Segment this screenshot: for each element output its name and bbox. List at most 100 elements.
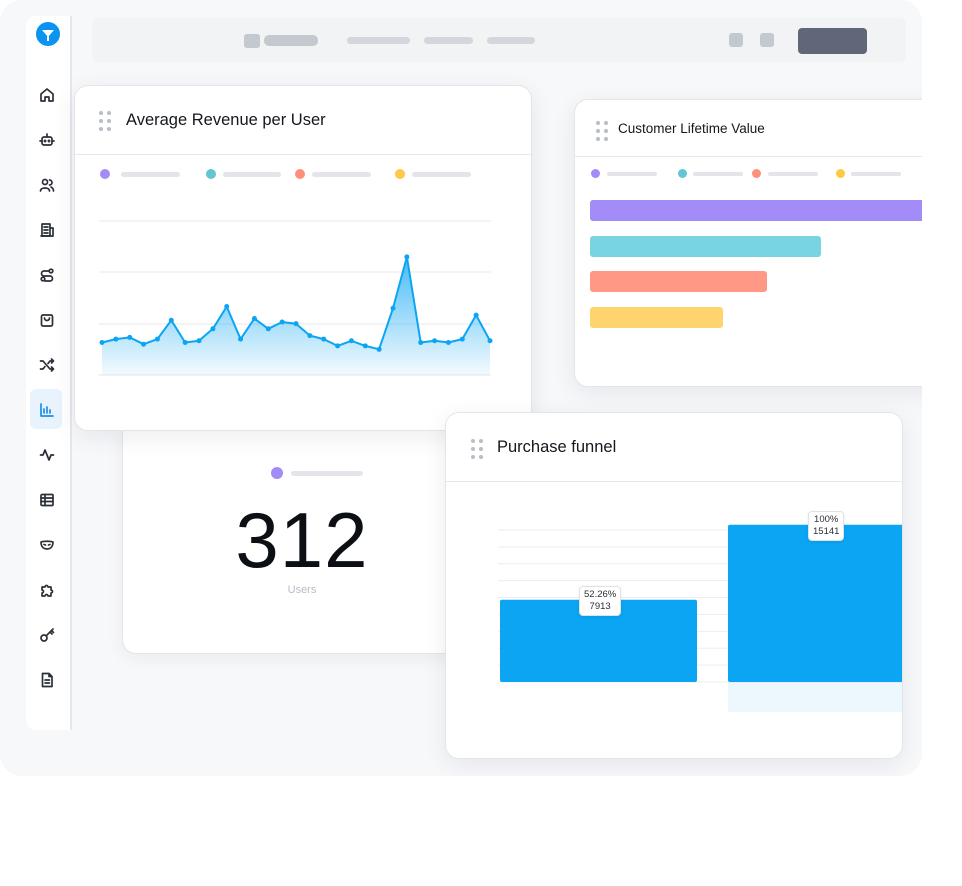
- building-icon: [40, 223, 54, 237]
- clv-card: Customer Lifetime Value: [574, 99, 922, 387]
- arpu-area-chart: [99, 220, 493, 376]
- legend-label-placeholder: [312, 172, 371, 177]
- users-icon: [39, 178, 55, 192]
- sidebar-item-analytics[interactable]: [35, 398, 59, 422]
- sidebar-item-personalization[interactable]: [35, 533, 59, 557]
- legend-dot: [100, 169, 110, 179]
- data-point: [459, 336, 465, 342]
- drag-handle-icon[interactable]: [99, 111, 111, 131]
- home-icon: [40, 88, 54, 102]
- funnel-data-label: 52.26% 7913: [579, 585, 622, 616]
- data-point: [348, 338, 354, 344]
- arpu-card: Average Revenue per User: [74, 85, 532, 431]
- data-point: [168, 317, 174, 323]
- clv-bar: [590, 200, 922, 221]
- data-point: [99, 339, 105, 345]
- sidebar-item-journeys[interactable]: [35, 263, 59, 287]
- legend-label-placeholder: [223, 172, 281, 177]
- users-count: 312: [235, 496, 369, 584]
- shopping-bag-icon: [40, 314, 54, 327]
- sidebar-item-docs[interactable]: [35, 668, 59, 692]
- funnel-bar: [500, 599, 697, 682]
- data-point: [224, 304, 230, 310]
- sidebar-item-access[interactable]: [35, 623, 59, 647]
- mask-icon: [40, 540, 54, 550]
- funnel-card: Purchase funnel 52.26% 7913 100% 15141: [445, 412, 903, 759]
- activity-icon: [39, 449, 55, 461]
- data-point: [418, 339, 424, 345]
- clv-bar: [590, 271, 767, 292]
- data-point: [127, 334, 133, 340]
- sidebar-item-users[interactable]: [35, 173, 59, 197]
- data-point: [141, 341, 147, 347]
- data-point: [113, 336, 119, 342]
- legend-label-placeholder: [607, 172, 657, 176]
- drag-handle-icon[interactable]: [471, 439, 483, 459]
- data-point: [404, 254, 410, 260]
- legend-dot: [395, 169, 405, 179]
- legend-dot: [678, 169, 687, 178]
- drag-handle-icon[interactable]: [596, 121, 608, 141]
- nav-link-placeholder-2[interactable]: [424, 37, 473, 44]
- funnel-bar: [728, 524, 902, 682]
- sidebar-item-commerce[interactable]: [35, 308, 59, 332]
- document-icon: [41, 672, 53, 688]
- sidebar-item-bots[interactable]: [35, 128, 59, 152]
- sidebar-item-home[interactable]: [35, 83, 59, 107]
- nav-link-placeholder-1[interactable]: [347, 37, 410, 44]
- top-bar: [92, 18, 906, 62]
- funnel-data-label: 100% 15141: [808, 510, 845, 541]
- data-point: [154, 336, 160, 342]
- data-point: [335, 343, 341, 349]
- clv-title: Customer Lifetime Value: [618, 121, 765, 136]
- sidebar-item-integrations[interactable]: [35, 578, 59, 602]
- data-point: [487, 338, 493, 344]
- arpu-title: Average Revenue per User: [126, 111, 326, 129]
- app-window: 312 Users Average Revenue per User Custo…: [26, 16, 922, 759]
- sidebar-item-data[interactable]: [35, 488, 59, 512]
- legend-label-placeholder: [291, 471, 363, 476]
- nav-link-placeholder-3[interactable]: [487, 37, 535, 44]
- data-point: [445, 339, 451, 345]
- app-logo[interactable]: [36, 22, 60, 46]
- bar-chart-icon: [40, 403, 54, 417]
- key-icon: [40, 628, 55, 642]
- primary-action-button[interactable]: [798, 28, 867, 54]
- data-point: [210, 326, 216, 332]
- funnel-count: 15141: [813, 525, 840, 537]
- table-icon: [40, 493, 54, 507]
- breadcrumb-icon-placeholder: [244, 34, 260, 48]
- funnel-count: 7913: [589, 600, 611, 612]
- funnel-card-header: Purchase funnel: [446, 413, 902, 482]
- legend-label-placeholder: [693, 172, 743, 176]
- sidebar-item-experiments[interactable]: [35, 353, 59, 377]
- legend-dot: [271, 467, 283, 479]
- breadcrumb-placeholder[interactable]: [264, 35, 318, 46]
- data-point: [293, 321, 299, 327]
- puzzle-icon: [41, 584, 54, 597]
- data-point: [279, 319, 285, 325]
- legend-label-placeholder: [121, 172, 180, 177]
- funnel-percentage: 52.26%: [584, 588, 617, 600]
- funnel-bar-reflection: [728, 682, 902, 712]
- toolbar-icon-button-2[interactable]: [760, 33, 774, 47]
- clv-card-header: Customer Lifetime Value: [575, 100, 922, 157]
- toolbar-icon-button-1[interactable]: [729, 33, 743, 47]
- users-label: Users: [287, 584, 317, 596]
- sidebar-item-companies[interactable]: [35, 218, 59, 242]
- legend-dot: [591, 169, 600, 178]
- legend-label-placeholder: [851, 172, 901, 176]
- data-point: [196, 338, 202, 344]
- legend-label-placeholder: [412, 172, 471, 177]
- sidebar-item-events[interactable]: [35, 443, 59, 467]
- funnel-bar-chart: [498, 524, 902, 712]
- legend-dot: [206, 169, 216, 179]
- shuffle-icon: [39, 358, 55, 372]
- sidebar: [26, 16, 72, 730]
- area-fill: [102, 256, 490, 375]
- data-point: [307, 333, 313, 339]
- clv-bar: [590, 306, 723, 328]
- data-point: [473, 312, 479, 318]
- arpu-card-header: Average Revenue per User: [75, 86, 531, 155]
- data-point: [362, 343, 368, 349]
